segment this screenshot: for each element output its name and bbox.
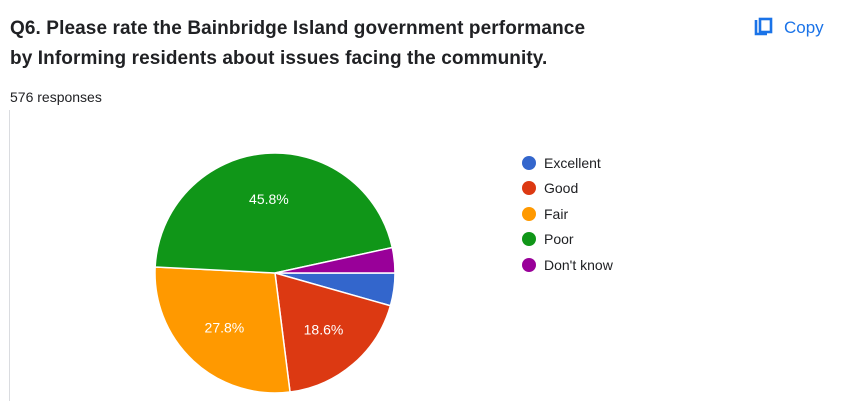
legend-swatch — [522, 155, 536, 170]
response-count: 576 responses — [10, 89, 102, 105]
chart-legend: Excellent Good Fair Poor Don't know — [522, 150, 613, 278]
legend-item-fair[interactable]: Fair — [522, 201, 613, 227]
copy-button[interactable]: Copy — [752, 12, 824, 44]
pie-slice-poor[interactable] — [154, 152, 394, 274]
copy-icon — [754, 17, 773, 36]
legend-label: Don't know — [544, 256, 613, 273]
legend-label: Excellent — [544, 154, 601, 171]
copy-label: Copy — [784, 18, 824, 37]
legend-label: Fair — [544, 205, 569, 222]
question-title: Q6. Please rate the Bainbridge Island go… — [10, 14, 700, 74]
pie-slice-fair[interactable] — [154, 266, 291, 394]
legend-swatch — [522, 206, 536, 221]
legend-item-good[interactable]: Good — [522, 176, 613, 202]
legend-item-excellent[interactable]: Excellent — [522, 150, 613, 176]
pie-slice-don-t-know[interactable] — [274, 246, 396, 274]
legend-swatch — [522, 232, 536, 247]
data-label-poor: 45.8% — [249, 191, 289, 207]
data-label-good: 18.6% — [304, 321, 344, 337]
card-left-border — [9, 110, 10, 401]
data-label-fair: 27.8% — [205, 320, 245, 336]
legend-label: Poor — [544, 231, 574, 248]
legend-swatch — [522, 257, 536, 272]
legend-item-poor[interactable]: Poor — [522, 227, 613, 253]
question-title-line-2: by Informing residents about issues faci… — [10, 48, 548, 69]
pie-slice-good[interactable] — [274, 271, 392, 393]
legend-label: Good — [544, 180, 579, 197]
legend-swatch — [522, 181, 536, 196]
question-title-line-1: Q6. Please rate the Bainbridge Island go… — [10, 18, 586, 39]
legend-item-don-t-know[interactable]: Don't know — [522, 252, 613, 278]
